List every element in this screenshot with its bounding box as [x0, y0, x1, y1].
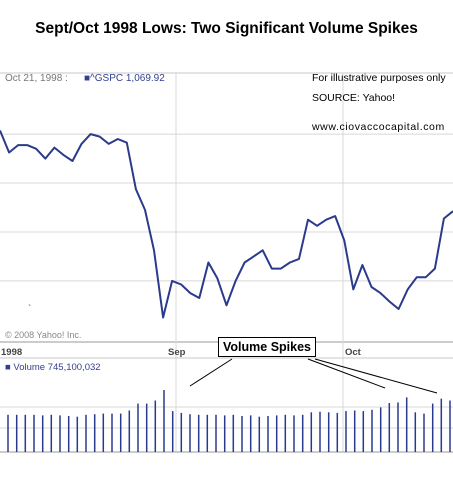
header-value: 1,069.92 [125, 73, 165, 84]
price-series [0, 130, 453, 319]
volume-label: Volume [13, 362, 46, 373]
legend-swatch-icon: ■ [84, 73, 91, 84]
copyright-text: © 2008 Yahoo! Inc. [5, 330, 82, 340]
header-ticker: ^GSPC [90, 73, 124, 84]
callout-arrow-oct-1 [307, 358, 386, 389]
callout-arrow-sept [189, 358, 233, 387]
x-tick-1998: 1998 [1, 347, 23, 358]
volume-spikes-callout: Volume Spikes [218, 337, 316, 357]
callout-arrow-oct-2 [314, 358, 438, 394]
header-ticker-row: ■^GSPC 1,069.92 [84, 73, 165, 84]
price-line [0, 130, 453, 319]
source-note: SOURCE: Yahoo! [312, 92, 396, 104]
illustrative-note: For illustrative purposes only [312, 72, 446, 84]
x-tick-oct: Oct [345, 347, 361, 358]
volume-bars [7, 390, 451, 452]
header-date: Oct 21, 1998 : [5, 73, 68, 84]
volume-legend: ■ Volume 745,100,032 [5, 362, 101, 373]
website-note: www.ciovaccocapital.com [312, 121, 445, 133]
volume-swatch-icon: ■ [5, 362, 11, 373]
price-grid [0, 133, 453, 282]
x-tick-sep: Sep [168, 347, 186, 358]
stray-mark: ` [28, 303, 31, 315]
chart-title: Sept/Oct 1998 Lows: Two Significant Volu… [35, 20, 418, 37]
volume-value: 745,100,032 [47, 362, 101, 373]
